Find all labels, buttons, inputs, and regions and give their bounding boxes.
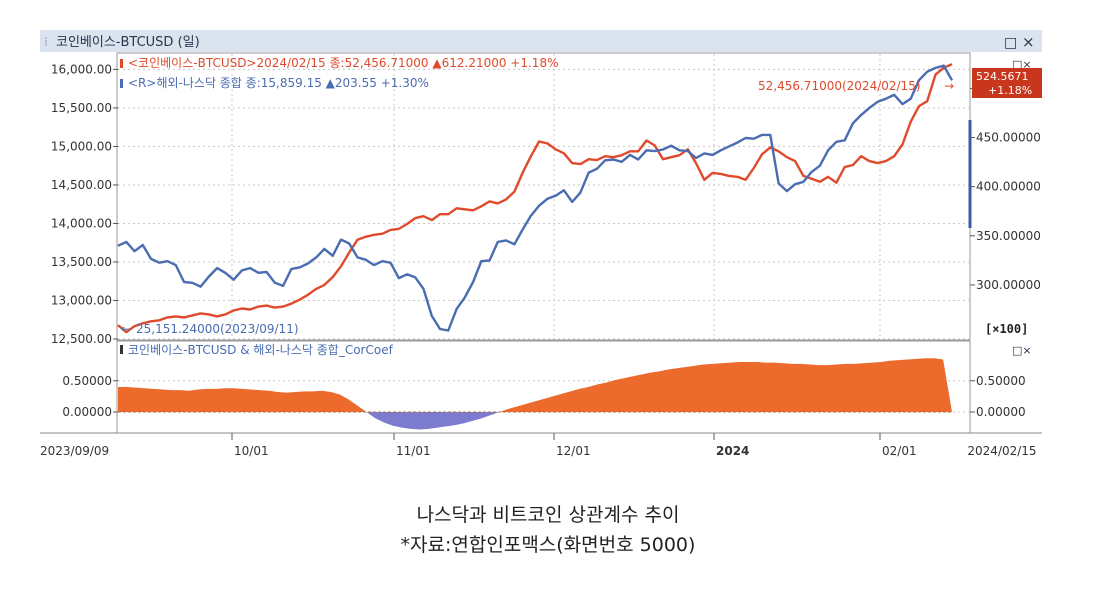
right-tick-label: 450.00000: [976, 131, 1041, 145]
chart-svg: ⁞ 코인베이스-BTCUSD (일) □ × 16,000.00 15,500.0…: [40, 30, 1042, 458]
right-tick-label: 350.00000: [976, 229, 1041, 243]
right-tick-label: 300.00000: [976, 278, 1041, 292]
restore-icon[interactable]: □: [1004, 35, 1017, 51]
left-tick-label: 13,000.00: [51, 293, 112, 307]
x-tick-label: 10/01: [234, 444, 269, 458]
right-last-price: 524.5671: [976, 70, 1029, 83]
right-last-price-badge: [972, 68, 1042, 98]
left-tick-label: 16,000.00: [51, 62, 112, 76]
x-tick-label: 2024/02/15: [967, 444, 1036, 458]
left-axis: 16,000.00 15,500.00 15,000.00 14,500.00 14,0…: [51, 62, 118, 346]
corr-area-positive: [118, 358, 952, 412]
x-tick-label: 11/01: [396, 444, 431, 458]
window-title: 코인베이스-BTCUSD (일): [56, 35, 200, 50]
left-tick-label: 14,500.00: [51, 178, 112, 192]
main-panel-frame: [116, 52, 971, 341]
x-axis: 2023/09/09 10/01 11/01 12/01 2024 02/01 2024/0…: [40, 432, 1042, 458]
annotation-high: 52,456.71000(2024/02/15): [758, 79, 921, 93]
legend-btc: <코인베이스-BTCUSD>2024/02/15 종:52,456.71000 …: [128, 56, 558, 70]
right-axis: 500.00000450.00000400.00000350.00000300.…: [970, 81, 1041, 292]
left-tick-label: 12,500.00: [51, 332, 112, 346]
sub-left-tick-label: 0.00000: [62, 405, 112, 419]
left-tick-label: 15,500.00: [51, 101, 112, 115]
caption-source: *자료:연합인포맥스(화면번호 5000): [400, 534, 696, 556]
sub-right-tick-label: 0.00000: [976, 405, 1026, 419]
title-bar: [40, 30, 1042, 52]
x-tick-label: 12/01: [556, 444, 591, 458]
close-icon[interactable]: ×: [1022, 33, 1035, 51]
x-tick-label: 02/01: [882, 444, 917, 458]
left-tick-label: 13,500.00: [51, 255, 112, 269]
caption-title: 나스닥과 비트코인 상관계수 추이: [416, 504, 680, 526]
series-line-btcusd: [117, 63, 953, 334]
x-tick-label: 2024: [716, 444, 749, 458]
right-tick-label: 400.00000: [976, 180, 1041, 194]
legend-nasdaq: <R>해외-나스닥 종합 종:15,859.15 ▲203.55 +1.30%: [128, 76, 429, 90]
annotation-high-arrow: →: [944, 79, 954, 93]
legend-swatch-nasdaq: [120, 79, 123, 88]
left-tick-label: 15,000.00: [51, 139, 112, 153]
title-bar-grip: ⁞: [44, 35, 48, 49]
sub-legend: 코인베이스-BTCUSD & 해외-나스닥 종합_CorCoef: [128, 343, 394, 357]
sub-right-tick-label: 0.50000: [976, 374, 1026, 388]
annotation-low: 25,151.24000(2023/09/11): [136, 322, 299, 336]
sub-left-tick-label: 0.50000: [62, 374, 112, 388]
series-line-nasdaq: [117, 64, 954, 332]
left-tick-label: 14,000.00: [51, 216, 112, 230]
x-tick-label: 2023/09/09: [40, 444, 109, 458]
annotation-low-arrow: ←: [121, 322, 131, 336]
chart-root: ⁞ 코인베이스-BTCUSD (일) □ × 16,000.00 15,500.0…: [40, 30, 1042, 458]
legend-swatch-btc: [120, 59, 123, 68]
sub-axes: 0.50000 0.50000 0.00000 0.00000: [62, 374, 1025, 419]
right-last-pct: +1.18%: [988, 84, 1032, 97]
right-multiplier: [×100]: [985, 322, 1028, 336]
sub-legend-swatch: [120, 345, 123, 354]
main-panel-icons[interactable]: □×: [1012, 58, 1032, 71]
sub-panel-icons[interactable]: □×: [1012, 344, 1032, 357]
